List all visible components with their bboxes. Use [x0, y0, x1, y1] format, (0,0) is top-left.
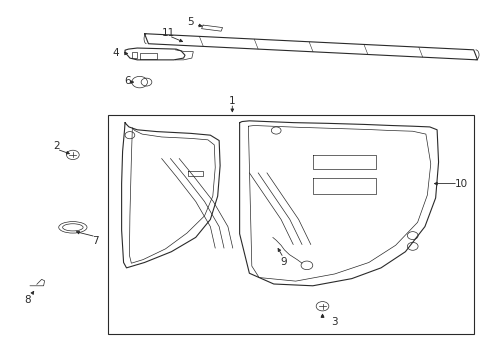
Text: 6: 6: [124, 76, 130, 86]
Text: 11: 11: [162, 28, 175, 38]
Text: 5: 5: [187, 17, 194, 27]
Text: 3: 3: [331, 317, 337, 327]
Text: 9: 9: [280, 257, 286, 267]
Text: 8: 8: [24, 295, 31, 305]
Text: 7: 7: [92, 236, 99, 246]
Bar: [108, 116, 473, 334]
Text: 4: 4: [112, 48, 119, 58]
Text: 2: 2: [53, 141, 60, 151]
Text: 10: 10: [454, 179, 467, 189]
Text: 1: 1: [228, 96, 235, 106]
